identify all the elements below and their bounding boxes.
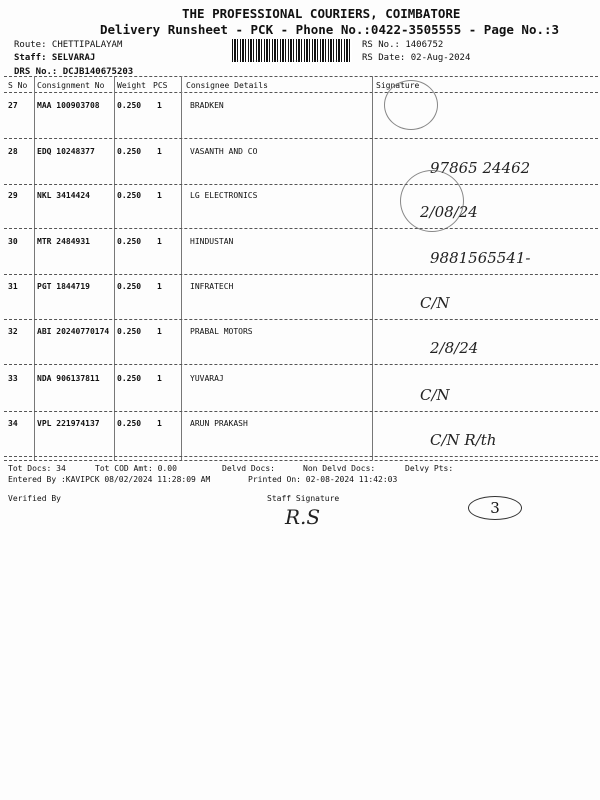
- cell-pcs: 1: [157, 101, 162, 110]
- non-delivered-docs: Non Delvd Docs:: [303, 464, 376, 473]
- cell-consignee: LG ELECTRONICS: [190, 191, 258, 200]
- barcode: [232, 39, 352, 62]
- staff-signature-label: Staff Signature: [267, 494, 340, 503]
- header-consignee: Consignee Details: [186, 81, 268, 90]
- route: Route: CHETTIPALAYAM: [14, 40, 123, 50]
- cell-sno: 34: [8, 419, 18, 428]
- cell-pcs: 1: [157, 237, 162, 246]
- cell-cn: VPL 221974137: [37, 419, 100, 428]
- page-circle: 3: [468, 496, 522, 520]
- cell-sno: 29: [8, 191, 18, 200]
- printed-on: Printed On: 02-08-2024 11:42:03: [248, 475, 398, 484]
- cell-sno: 33: [8, 374, 18, 383]
- handwritten-signature: 9881565541-: [430, 249, 531, 267]
- cell-sno: 32: [8, 327, 18, 336]
- entered-by: Entered By :KAVIPCK 08/02/2024 11:28:09 …: [8, 475, 211, 484]
- cell-pcs: 1: [157, 419, 162, 428]
- cell-consignee: VASANTH AND CO: [190, 147, 258, 156]
- header-sno: S No: [8, 81, 28, 90]
- staff: Staff: SELVARAJ: [14, 53, 96, 63]
- cell-cn: EDQ 10248377: [37, 147, 95, 156]
- cell-consignee: HINDUSTAN: [190, 237, 234, 246]
- cell-weight: 0.250: [117, 191, 142, 200]
- rs-number: RS No.: 1406752: [362, 40, 444, 50]
- company-title: THE PROFESSIONAL COURIERS, COIMBATORE: [182, 6, 461, 21]
- cell-pcs: 1: [157, 327, 162, 336]
- rs-date: RS Date: 02-Aug-2024: [362, 53, 471, 63]
- cell-weight: 0.250: [117, 374, 142, 383]
- row-divider: [4, 228, 598, 229]
- handwritten-signature: C/N R/th: [430, 431, 497, 449]
- header-weight: Weight: [117, 81, 146, 90]
- cell-sno: 30: [8, 237, 18, 246]
- cell-consignee: BRADKEN: [190, 101, 224, 110]
- row-divider: [4, 364, 598, 365]
- row-divider: [4, 319, 598, 320]
- cell-weight: 0.250: [117, 419, 142, 428]
- handwritten-signature: 97865 24462: [430, 159, 531, 177]
- cell-weight: 0.250: [117, 282, 142, 291]
- cell-pcs: 1: [157, 191, 162, 200]
- row-divider: [4, 274, 598, 275]
- cell-sno: 28: [8, 147, 18, 156]
- total-docs: Tot Docs: 34: [8, 464, 66, 473]
- row-divider: [4, 456, 598, 457]
- handwritten-signature: 2/8/24: [430, 339, 479, 357]
- handwritten-signature: C/N: [420, 386, 450, 404]
- header-consignment: Consignment No: [37, 81, 105, 90]
- cell-sno: 31: [8, 282, 18, 291]
- row-divider: [4, 184, 598, 185]
- cell-consignee: INFRATECH: [190, 282, 234, 291]
- cell-weight: 0.250: [117, 237, 142, 246]
- cell-weight: 0.250: [117, 147, 142, 156]
- cell-pcs: 1: [157, 147, 162, 156]
- verified-by: Verified By: [8, 494, 61, 503]
- runsheet-subtitle: Delivery Runsheet - PCK - Phone No.:0422…: [100, 22, 560, 37]
- cell-consignee: PRABAL MOTORS: [190, 327, 253, 336]
- cell-weight: 0.250: [117, 101, 142, 110]
- header-pcs: PCS: [153, 81, 168, 90]
- drs-number: DRS No.: DCJB140675203: [14, 67, 134, 77]
- cell-cn: MAA 100903708: [37, 101, 100, 110]
- delivered-docs: Delvd Docs:: [222, 464, 275, 473]
- cell-weight: 0.250: [117, 327, 142, 336]
- total-cod: Tot COD Amt: 0.00: [95, 464, 177, 473]
- cell-consignee: ARUN PRAKASH: [190, 419, 248, 428]
- staff-signature: R.S: [285, 505, 321, 529]
- delivery-points: Delvy Pts:: [405, 464, 454, 473]
- cell-cn: NKL 3414424: [37, 191, 90, 200]
- cell-cn: NDA 906137811: [37, 374, 100, 383]
- cell-cn: ABI 20240770174: [37, 327, 110, 336]
- cell-cn: PGT 1844719: [37, 282, 90, 291]
- row-divider: [4, 411, 598, 412]
- cell-cn: MTR 2484931: [37, 237, 90, 246]
- cell-consignee: YUVARAJ: [190, 374, 224, 383]
- row-divider: [4, 138, 598, 139]
- cell-pcs: 1: [157, 374, 162, 383]
- handwritten-signature: C/N: [420, 294, 450, 312]
- cell-sno: 27: [8, 101, 18, 110]
- cell-pcs: 1: [157, 282, 162, 291]
